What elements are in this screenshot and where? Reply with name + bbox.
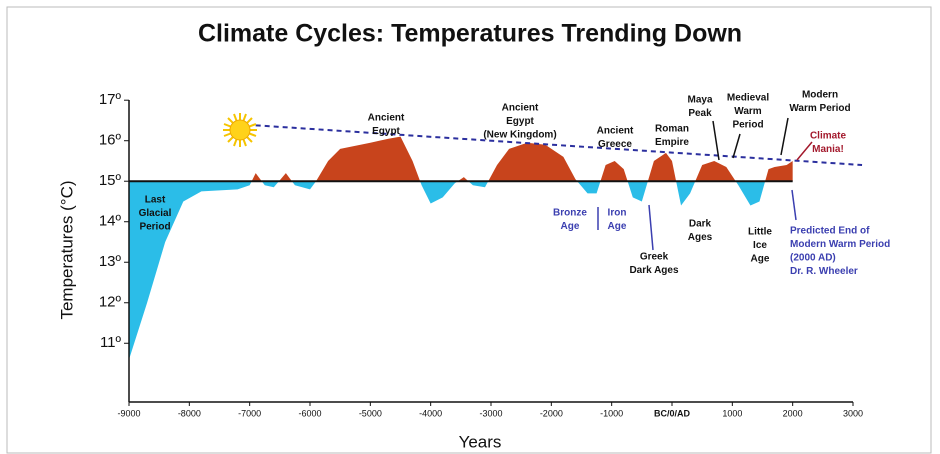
annotation: Dark (689, 219, 712, 230)
annotation: Egypt (372, 126, 400, 137)
annotation: Period (732, 120, 763, 131)
x-tick-label: 1000 (722, 408, 742, 418)
annotation: Ages (688, 232, 713, 243)
x-tick-label: BC/0/AD (654, 408, 691, 418)
annotation: Modern (802, 90, 838, 101)
area-below (129, 181, 793, 360)
annotation: Dr. R. Wheeler (790, 266, 858, 277)
annotation: Climate (810, 131, 847, 142)
annotation: Maya (687, 95, 712, 106)
area-above (251, 136, 793, 182)
x-axis-label: Years (459, 432, 502, 451)
annotation: Glacial (139, 208, 172, 219)
x-tick-label: -3000 (479, 408, 502, 418)
y-tick-label: 12º (99, 294, 122, 311)
annotation: Greek (640, 252, 669, 263)
annotation: Age (751, 254, 770, 265)
annotation: Last (145, 195, 166, 206)
sun (223, 113, 257, 147)
annotation: Empire (655, 137, 689, 148)
annotation: Dark Ages (629, 265, 679, 276)
y-tick-label: 13º (99, 253, 122, 270)
y-tick-label: 17º (99, 91, 122, 108)
x-tick-label: -6000 (298, 408, 321, 418)
y-axis-label: Temperatures (°C) (57, 180, 76, 319)
annotation: Modern Warm Period (790, 239, 890, 250)
annotation: Warm Period (789, 103, 850, 114)
annotation: Ice (753, 240, 767, 251)
y-tick-label: 15º (99, 172, 122, 189)
x-tick-label: 2000 (783, 408, 803, 418)
y-tick-label: 14º (99, 213, 122, 230)
annotation: Peak (688, 108, 712, 119)
chart-title: Climate Cycles: Temperatures Trending Do… (198, 20, 742, 48)
annotation: Iron (608, 208, 627, 219)
annotation: Ancient (597, 126, 634, 137)
annotation: Warm (734, 106, 762, 117)
annotation: (New Kingdom) (483, 130, 556, 141)
x-tick-label: -4000 (419, 408, 442, 418)
x-tick-label: -9000 (117, 408, 140, 418)
annotation: Predicted End of (790, 226, 870, 237)
annotation: Age (561, 221, 580, 232)
annotation: Egypt (506, 116, 534, 127)
annotation: Period (139, 222, 170, 233)
annotation: Roman (655, 124, 689, 135)
pointers (597, 117, 813, 251)
x-tick-label: -8000 (178, 408, 201, 418)
annotation: Mania! (812, 144, 844, 155)
annotation: Age (608, 221, 627, 232)
plot: 11º 12º 13º 14º 15º 16º 17º -9000 -8000 -7000 -600… (99, 90, 890, 419)
annotation: Greece (598, 139, 632, 150)
trend-line (255, 124, 863, 167)
annotation: Medieval (727, 93, 769, 104)
y-tick-label: 11º (100, 334, 122, 351)
frame (6, 6, 932, 454)
x-tick-label: -5000 (359, 408, 382, 418)
x-tick-label: -7000 (238, 408, 261, 418)
x-tick-label: -1000 (600, 408, 623, 418)
x-tick-label: -2000 (540, 408, 563, 418)
annotation: (2000 AD) (790, 253, 836, 264)
y-tick-label: 16º (99, 132, 122, 149)
x-tick-label: 3000 (843, 408, 863, 418)
annotation: Bronze (553, 208, 587, 219)
annotation: Ancient (502, 103, 539, 114)
annotation: Little (748, 227, 772, 238)
annotation: Ancient (368, 113, 405, 124)
